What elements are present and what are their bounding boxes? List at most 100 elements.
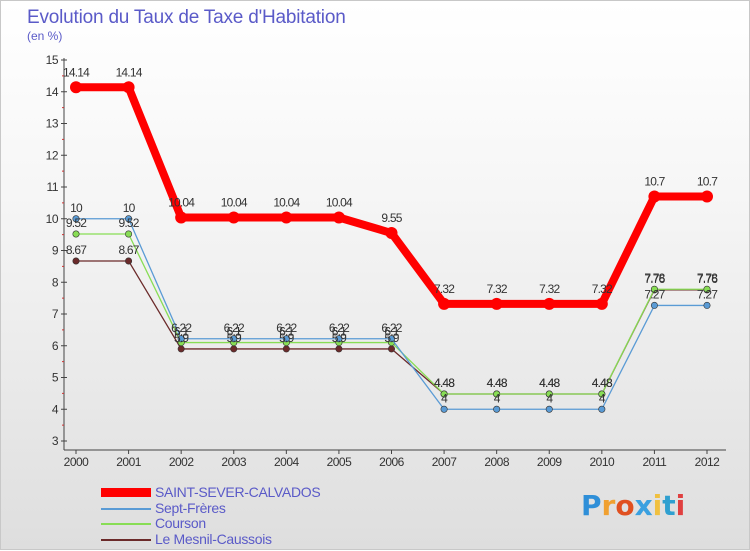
data-label: 4 bbox=[441, 391, 448, 405]
data-label: 4 bbox=[494, 391, 501, 405]
data-label: 6.22 bbox=[171, 321, 192, 335]
data-label: 7.27 bbox=[644, 287, 665, 301]
x-tick-label: 2001 bbox=[116, 455, 142, 469]
data-label: 10.04 bbox=[326, 195, 353, 209]
x-tick-label: 2000 bbox=[64, 455, 90, 469]
data-point bbox=[230, 345, 238, 353]
data-label: 8.67 bbox=[66, 243, 87, 257]
data-label: 7.78 bbox=[644, 271, 665, 285]
data-label: 6.22 bbox=[224, 321, 245, 335]
data-point bbox=[280, 211, 293, 224]
data-point bbox=[648, 190, 661, 203]
data-point bbox=[543, 297, 556, 310]
y-tick-label: 7 bbox=[52, 307, 59, 321]
logo-letter: t bbox=[662, 489, 676, 522]
data-label: 9.55 bbox=[381, 211, 402, 225]
data-label: 10 bbox=[123, 201, 136, 215]
data-point bbox=[598, 405, 606, 413]
y-tick-label: 8 bbox=[52, 275, 59, 289]
data-label: 4.48 bbox=[539, 376, 560, 390]
data-label: 9.52 bbox=[119, 216, 140, 230]
legend-label: Sept-Frères bbox=[155, 499, 226, 516]
data-point bbox=[125, 230, 133, 238]
x-tick-label: 2007 bbox=[432, 455, 458, 469]
logo-letter: P bbox=[581, 489, 602, 522]
data-label: 14.14 bbox=[116, 65, 143, 79]
data-point bbox=[438, 297, 451, 310]
y-axis-unit: (en %) bbox=[27, 29, 63, 43]
legend-label: Le Mesnil-Caussois bbox=[155, 530, 272, 547]
data-label: 5.9 bbox=[227, 331, 242, 345]
data-label: 10.04 bbox=[221, 195, 248, 209]
y-tick-label: 15 bbox=[46, 53, 59, 67]
data-label: 7.27 bbox=[697, 287, 718, 301]
data-point bbox=[230, 335, 238, 343]
data-label: 7.76 bbox=[644, 272, 665, 286]
data-point bbox=[545, 390, 553, 398]
data-label: 6.22 bbox=[329, 321, 350, 335]
data-point bbox=[595, 297, 608, 310]
data-label: 5.9 bbox=[332, 331, 347, 345]
data-point bbox=[387, 335, 395, 343]
data-label: 6.22 bbox=[276, 321, 297, 335]
data-point bbox=[387, 345, 395, 353]
x-tick-label: 2002 bbox=[169, 455, 195, 469]
data-point bbox=[385, 227, 398, 240]
data-point bbox=[122, 81, 135, 94]
data-label: 4 bbox=[599, 391, 606, 405]
data-label: 10.7 bbox=[697, 175, 718, 189]
data-label: 9.52 bbox=[66, 216, 87, 230]
y-tick-label: 3 bbox=[52, 434, 59, 448]
data-point bbox=[125, 215, 133, 223]
x-tick-label: 2006 bbox=[379, 455, 405, 469]
data-label: 6.1 bbox=[227, 325, 242, 339]
y-tick-label: 13 bbox=[46, 117, 59, 131]
x-tick-label: 2009 bbox=[537, 455, 563, 469]
data-label: 10.04 bbox=[273, 195, 300, 209]
data-label: 8.67 bbox=[119, 243, 140, 257]
data-point bbox=[72, 230, 80, 238]
data-label: 4.48 bbox=[434, 376, 455, 390]
y-tick-label: 10 bbox=[46, 212, 59, 226]
data-point bbox=[493, 390, 501, 398]
data-label: 6.22 bbox=[381, 321, 402, 335]
data-point bbox=[177, 335, 185, 343]
x-tick-label: 2003 bbox=[221, 455, 247, 469]
data-label: 6.1 bbox=[384, 325, 399, 339]
data-point bbox=[545, 405, 553, 413]
x-tick-label: 2010 bbox=[589, 455, 615, 469]
x-tick-label: 2011 bbox=[643, 455, 668, 469]
data-label: 10.7 bbox=[644, 175, 665, 189]
data-point bbox=[335, 345, 343, 353]
data-point bbox=[72, 215, 80, 223]
y-tick-label: 6 bbox=[52, 339, 59, 353]
data-label: 7.78 bbox=[697, 271, 718, 285]
y-tick-label: 9 bbox=[52, 244, 59, 258]
data-label: 7.32 bbox=[539, 282, 560, 296]
y-tick-label: 14 bbox=[46, 85, 59, 99]
y-tick-label: 5 bbox=[52, 371, 59, 385]
data-label: 7.32 bbox=[592, 282, 613, 296]
data-label: 4.48 bbox=[487, 376, 508, 390]
legend-swatch bbox=[101, 507, 151, 510]
logo-letter: r bbox=[601, 489, 616, 522]
data-point bbox=[227, 211, 240, 224]
data-label: 6.1 bbox=[174, 325, 189, 339]
data-label: 7.32 bbox=[434, 282, 455, 296]
logo-letter: o bbox=[615, 489, 635, 522]
data-point bbox=[490, 297, 503, 310]
data-label: 4.48 bbox=[592, 376, 613, 390]
data-label: 4 bbox=[546, 391, 553, 405]
proxiti-logo: Proxiti bbox=[581, 489, 685, 522]
data-label: 5.9 bbox=[384, 331, 399, 345]
legend-label: SAINT-SEVER-CALVADOS bbox=[155, 484, 321, 500]
series-line bbox=[75, 218, 708, 410]
logo-letter: x bbox=[634, 489, 653, 522]
data-point bbox=[650, 285, 658, 293]
x-tick-label: 2008 bbox=[484, 455, 510, 469]
y-tick-label: 4 bbox=[52, 402, 59, 416]
data-label: 6.1 bbox=[332, 325, 347, 339]
data-point bbox=[332, 211, 345, 224]
legend-swatch bbox=[101, 523, 151, 525]
